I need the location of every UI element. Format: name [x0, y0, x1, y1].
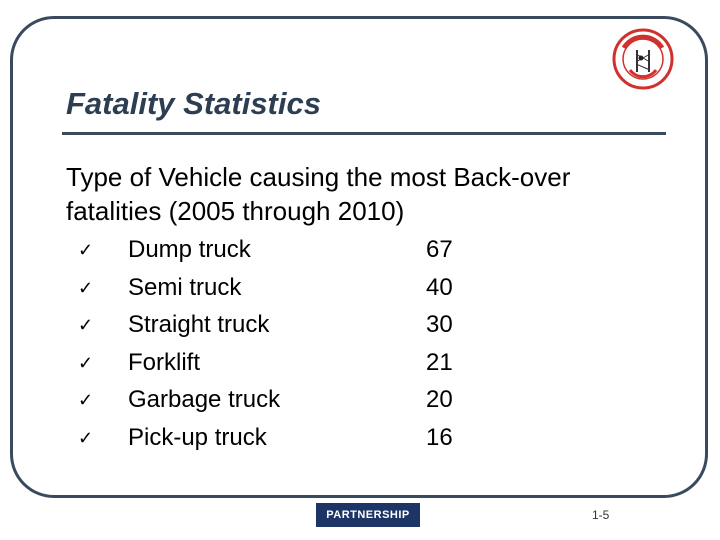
fatality-count: 21 [426, 348, 453, 376]
vehicle-type: Garbage truck [128, 386, 281, 413]
vehicle-type: Pick-up truck [128, 423, 267, 451]
check-mark-icon: ✓ [78, 390, 94, 410]
organization-seal-logo [612, 28, 674, 90]
partnership-logo: PARTNERSHIP [316, 503, 420, 527]
check-mark-icon: ✓ [78, 315, 94, 335]
fatality-count: 40 [426, 273, 453, 301]
check-mark-icon: ✓ [78, 352, 94, 373]
vehicle-type: Dump truck [128, 236, 251, 263]
page-number: 1-5 [592, 508, 610, 522]
check-mark-icon: ✓ [78, 277, 94, 298]
check-mark-icon: ✓ [78, 240, 94, 260]
fatality-count: 16 [426, 423, 453, 451]
fatality-count: 30 [426, 311, 453, 338]
title-divider [62, 132, 666, 135]
fatality-count: 20 [426, 386, 453, 413]
check-mark-icon: ✓ [78, 427, 94, 448]
vehicle-type: Straight truck [128, 311, 270, 338]
slide-frame [10, 16, 708, 498]
vehicle-type: Forklift [128, 348, 200, 376]
vehicle-type: Semi truck [128, 273, 242, 301]
slide-subtitle: Type of Vehicle causing the most Back-ov… [66, 162, 571, 226]
slide-title: Fatality Statistics [66, 86, 321, 121]
fatality-count: 67 [426, 236, 453, 263]
